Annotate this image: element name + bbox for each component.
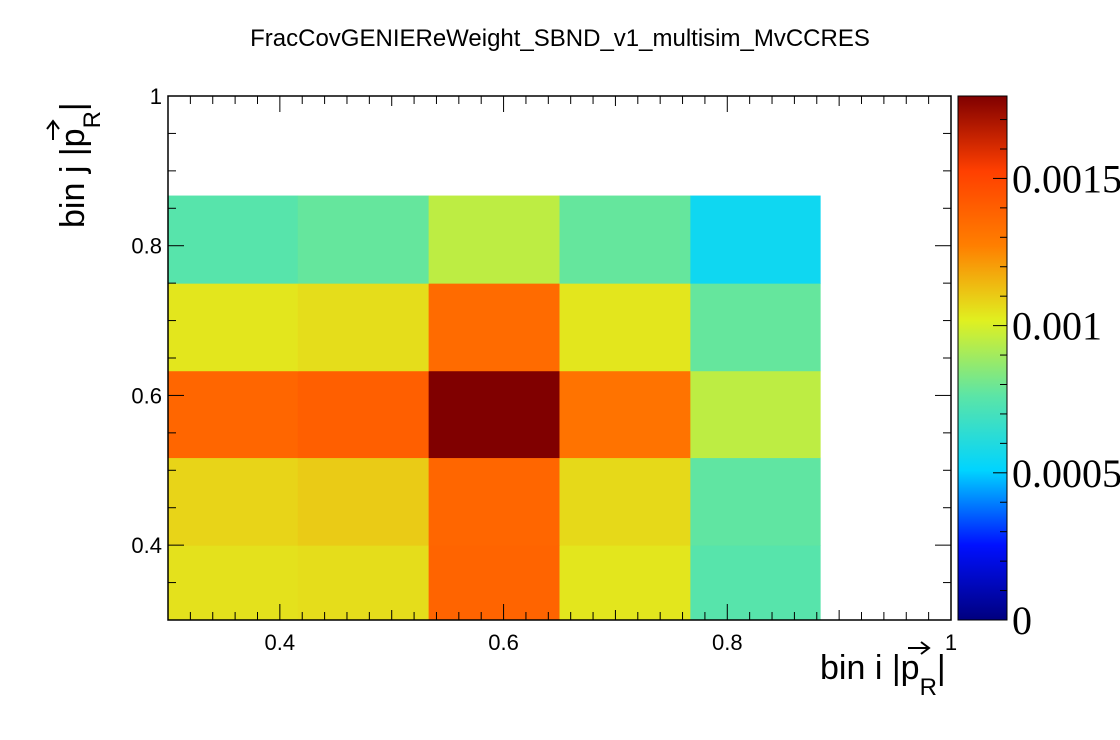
axis-ticks: 0.4 0.6 0.8 1 0.4 0.6 0.8 1 xyxy=(131,84,957,655)
heatmap-cell xyxy=(690,195,821,284)
y-tick-label: 0.4 xyxy=(131,533,162,558)
heatmap-cell xyxy=(559,370,691,459)
y-tick-label: 0.8 xyxy=(131,234,162,259)
y-axis-label-subscript: R xyxy=(79,111,106,128)
colorbar-tick-label: 0.001 xyxy=(1012,304,1102,349)
heatmap-cell xyxy=(559,457,691,546)
x-axis-label-subscript: R xyxy=(920,674,937,701)
colorbar-tick-label: 0.0005 xyxy=(1012,451,1120,496)
y-axis-label-symbol: p xyxy=(54,128,92,147)
y-axis-label-prefix: bin j | xyxy=(54,147,92,228)
heatmap-cell xyxy=(297,283,430,372)
x-axis-label-prefix: bin i | xyxy=(820,649,901,687)
heatmap-cell xyxy=(297,457,430,546)
heatmap-cell xyxy=(168,457,299,546)
heatmap-cell xyxy=(690,457,821,546)
x-axis-label-suffix: | xyxy=(937,649,946,687)
colorbar-tick-label: 0.0015 xyxy=(1012,156,1120,201)
heatmap-cell xyxy=(428,370,560,459)
heatmap-cell xyxy=(559,545,691,621)
chart-title: FracCovGENIEReWeight_SBND_v1_multisim_Mv… xyxy=(250,25,870,52)
heatmap-cell xyxy=(297,370,430,459)
y-tick-label: 1 xyxy=(150,84,162,109)
heatmap-cells xyxy=(168,195,821,621)
x-tick-label: 0.8 xyxy=(712,630,743,655)
colorbar-tick-label: 0 xyxy=(1012,598,1032,643)
svg-text:bin j |pR|: bin j |pR| xyxy=(54,102,106,228)
heatmap-cell xyxy=(168,545,299,621)
svg-text:bin i |pR|: bin i |pR| xyxy=(820,649,946,701)
x-tick-label: 0.4 xyxy=(265,630,296,655)
x-tick-label: 0.6 xyxy=(488,630,519,655)
heatmap-cell xyxy=(428,283,560,372)
heatmap-cell xyxy=(168,195,299,284)
vector-arrow-icon xyxy=(908,641,931,655)
color-scale-bar xyxy=(957,95,1008,621)
color-scale-ticks: 0 0.0005 0.001 0.0015 xyxy=(993,119,1120,643)
heatmap-cell xyxy=(297,545,430,621)
x-axis-label-symbol: p xyxy=(901,649,920,687)
heatmap-cell xyxy=(168,370,299,459)
heatmap-cell xyxy=(428,195,560,284)
heatmap-cell xyxy=(690,370,821,459)
y-tick-label: 0.6 xyxy=(131,383,162,408)
heatmap-cell xyxy=(690,545,821,621)
heatmap-cell xyxy=(559,195,691,284)
heatmap-cell xyxy=(559,283,691,372)
x-tick-label: 1 xyxy=(945,630,957,655)
y-axis-label-suffix: | xyxy=(54,102,92,111)
x-axis-label: bin i |pR| xyxy=(820,641,946,701)
heatmap-cell xyxy=(168,283,299,372)
heatmap-cell xyxy=(428,457,560,546)
vector-arrow-icon xyxy=(46,119,60,140)
heatmap-cell xyxy=(428,545,560,621)
heatmap-cell xyxy=(690,283,821,372)
y-axis-label: bin j |pR| xyxy=(46,102,106,228)
heatmap-cell xyxy=(297,195,430,284)
